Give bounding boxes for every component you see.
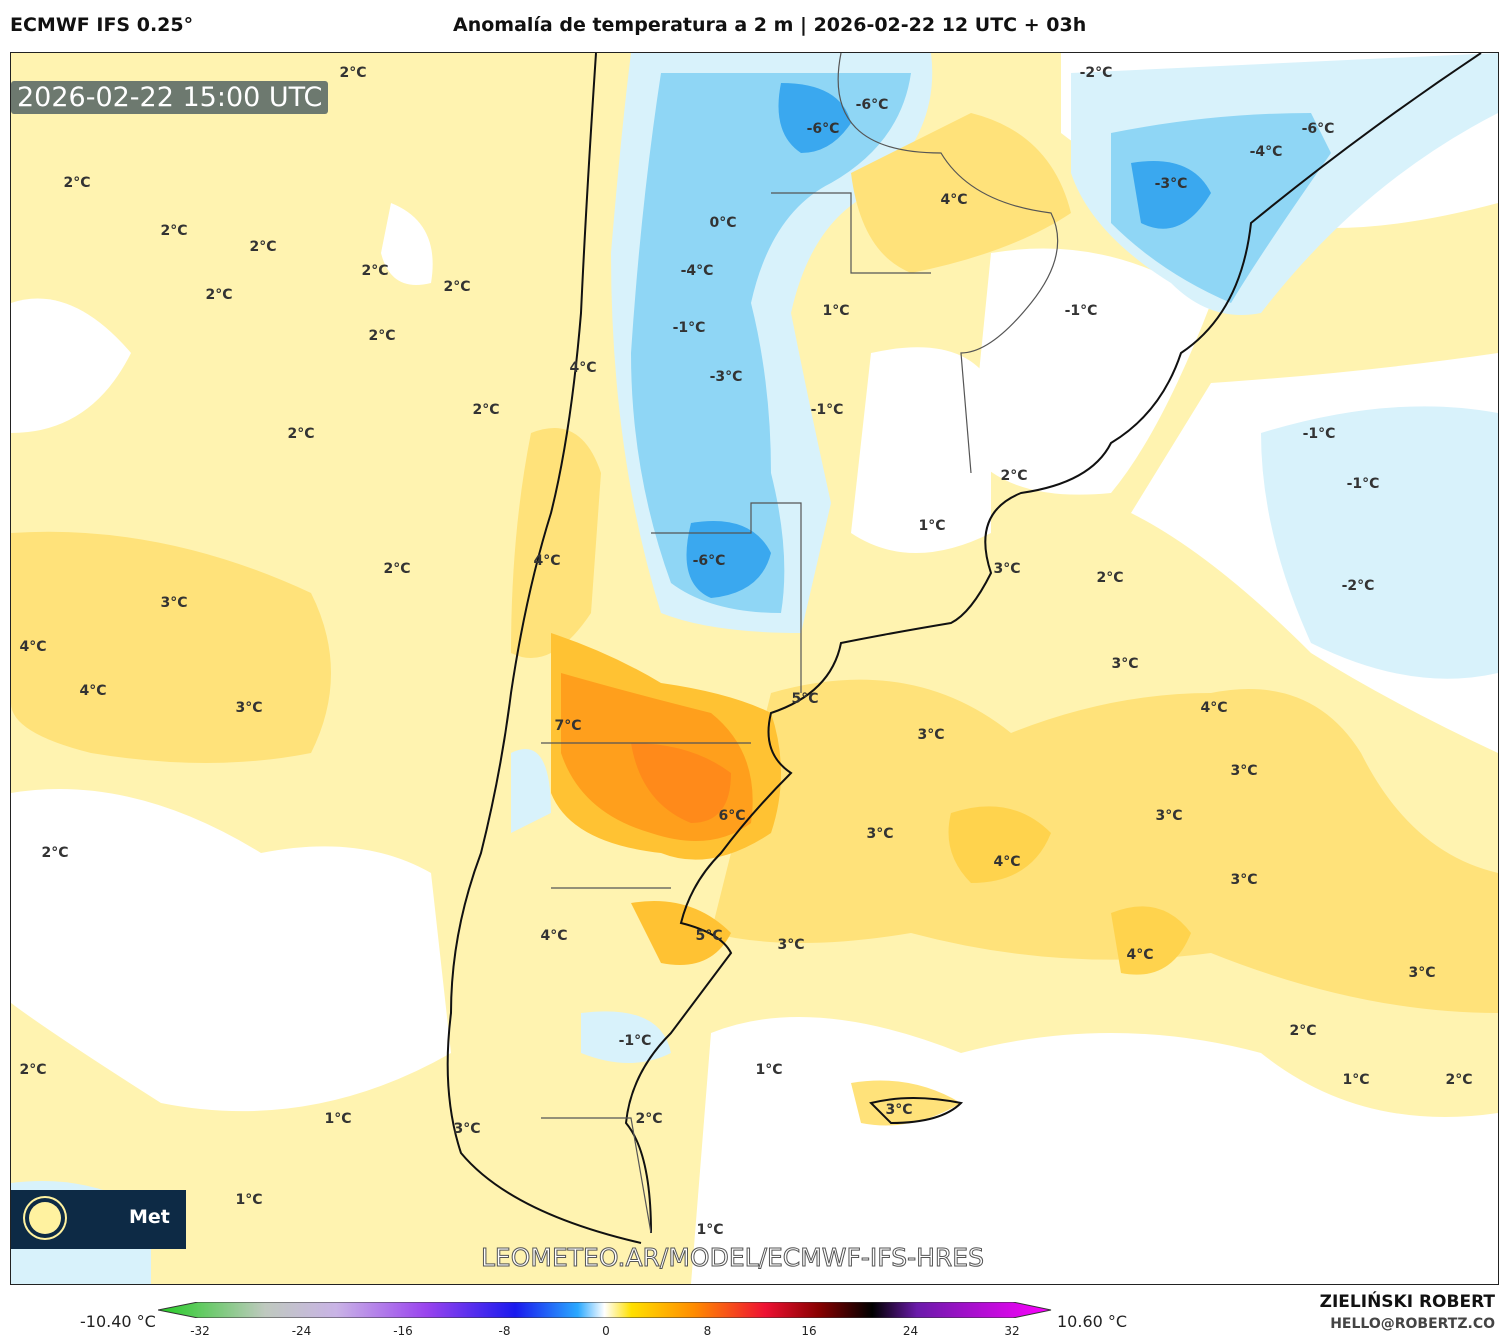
contour-label: 1°C xyxy=(696,1222,724,1238)
contour-label: -3°C xyxy=(1154,176,1188,192)
contour-label: -2°C xyxy=(1079,65,1113,81)
negative-anomaly-areas xyxy=(11,53,1498,1284)
map-canvas xyxy=(11,53,1498,1284)
contour-label: 2°C xyxy=(63,175,91,191)
contour-label: 2°C xyxy=(443,279,471,295)
colorbar-max: 10.60 °C xyxy=(1057,1312,1128,1331)
colorbar-min: -10.40 °C xyxy=(80,1312,156,1331)
sun-icon xyxy=(29,1202,61,1234)
contour-label: 2°C xyxy=(205,287,233,303)
colorbar-tick: 0 xyxy=(602,1324,610,1338)
contour-label: 1°C xyxy=(755,1062,783,1078)
contour-label: 0°C xyxy=(709,215,737,231)
contour-label: 3°C xyxy=(160,595,188,611)
logo: Met xyxy=(11,1190,186,1249)
contour-label: 2°C xyxy=(368,328,396,344)
contour-label: 4°C xyxy=(569,360,597,376)
contour-label: 1°C xyxy=(822,303,850,319)
colorbar-tick: -16 xyxy=(393,1324,413,1338)
colorbar xyxy=(158,1302,1052,1318)
contour-label: 4°C xyxy=(533,553,561,569)
contour-label: 3°C xyxy=(866,826,894,842)
contour-label: 2°C xyxy=(1289,1023,1317,1039)
colorbar-tick: 8 xyxy=(703,1324,712,1338)
contour-label: 1°C xyxy=(918,518,946,534)
contour-label: -4°C xyxy=(1249,144,1283,160)
contour-label: 3°C xyxy=(1155,808,1183,824)
contour-label: 3°C xyxy=(1408,965,1436,981)
contour-label: 3°C xyxy=(235,700,263,716)
contour-label: -1°C xyxy=(618,1033,652,1049)
contour-label: 2°C xyxy=(472,402,500,418)
colorbar-tick: 16 xyxy=(801,1324,817,1338)
contour-label: 2°C xyxy=(361,263,389,279)
author-email: HELLO@ROBERTZ.CO xyxy=(1330,1316,1495,1332)
contour-label: 3°C xyxy=(1230,872,1258,888)
contour-label: 4°C xyxy=(1200,700,1228,716)
contour-label: -4°C xyxy=(680,263,714,279)
contour-label: 2°C xyxy=(383,561,411,577)
contour-label: 1°C xyxy=(235,1192,263,1208)
coastline xyxy=(446,53,1482,1244)
contour-label: -1°C xyxy=(1346,476,1380,492)
contour-label: 2°C xyxy=(249,239,277,255)
contour-label: 2°C xyxy=(19,1062,47,1078)
contour-label: -1°C xyxy=(1302,426,1336,442)
contour-label: 3°C xyxy=(885,1102,913,1118)
contour-label: -1°C xyxy=(672,320,706,336)
positive-anomaly-areas xyxy=(11,113,1498,1126)
contour-label: -3°C xyxy=(709,369,743,385)
contour-label: 4°C xyxy=(993,854,1021,870)
valid-time-badge: 2026-02-22 15:00 UTC xyxy=(11,81,329,114)
contour-label: -2°C xyxy=(1341,578,1375,594)
contour-label: -6°C xyxy=(692,553,726,569)
contour-label: 4°C xyxy=(940,192,968,208)
colorbar-tick: -8 xyxy=(498,1324,511,1338)
contour-label: 4°C xyxy=(540,928,568,944)
borders xyxy=(541,53,1059,1234)
contour-label: 3°C xyxy=(1230,763,1258,779)
contour-label: 5°C xyxy=(695,928,723,944)
contour-label: 2°C xyxy=(1096,570,1124,586)
contour-label: 2°C xyxy=(160,223,188,239)
colorbar-tick: -24 xyxy=(291,1324,312,1338)
contour-label: -6°C xyxy=(1301,121,1335,137)
contour-label: 6°C xyxy=(718,808,746,824)
contour-label: -1°C xyxy=(1064,303,1098,319)
map-title: Anomalía de temperatura a 2 m | 2026-02-… xyxy=(453,14,1087,36)
model-name: ECMWF IFS 0.25° xyxy=(10,14,194,36)
contour-label: 3°C xyxy=(993,561,1021,577)
colorbar-tick: -32 xyxy=(190,1324,210,1338)
watermark-url: LEOMETEO.AR/MODEL/ECMWF-IFS-HRES xyxy=(481,1243,985,1273)
contour-label: 3°C xyxy=(777,937,805,953)
contour-label: 2°C xyxy=(1445,1072,1473,1088)
contour-label: 1°C xyxy=(324,1111,352,1127)
contour-label: 4°C xyxy=(19,639,47,655)
author-name: ZIELIŃSKI ROBERT xyxy=(1319,1292,1495,1312)
contour-label: 2°C xyxy=(339,65,367,81)
logo-text: Met xyxy=(129,1206,170,1228)
contour-label: 5°C xyxy=(791,691,819,707)
contour-label: -6°C xyxy=(806,121,840,137)
contour-label: 3°C xyxy=(917,727,945,743)
contour-label: 3°C xyxy=(453,1121,481,1137)
contour-label: 2°C xyxy=(287,426,315,442)
contour-label: 4°C xyxy=(1126,947,1154,963)
colorbar-tick: 32 xyxy=(1004,1324,1020,1338)
contour-label: 2°C xyxy=(41,845,69,861)
colorbar-tick: 24 xyxy=(902,1324,919,1338)
contour-label: 2°C xyxy=(635,1111,663,1127)
contour-label: 3°C xyxy=(1111,656,1139,672)
contour-label: 2°C xyxy=(1000,468,1028,484)
contour-label: 1°C xyxy=(1342,1072,1370,1088)
contour-label: 4°C xyxy=(79,683,107,699)
temperature-anomaly-map[interactable]: 2°C 2°C 2°C 2°C 2°C 2°C 2°C 2°C 2°C 2°C 3°C 4°C 4°C 3… xyxy=(10,52,1499,1285)
contour-label: -6°C xyxy=(855,97,889,113)
contour-label: -1°C xyxy=(810,402,844,418)
contour-label: 7°C xyxy=(554,718,582,734)
